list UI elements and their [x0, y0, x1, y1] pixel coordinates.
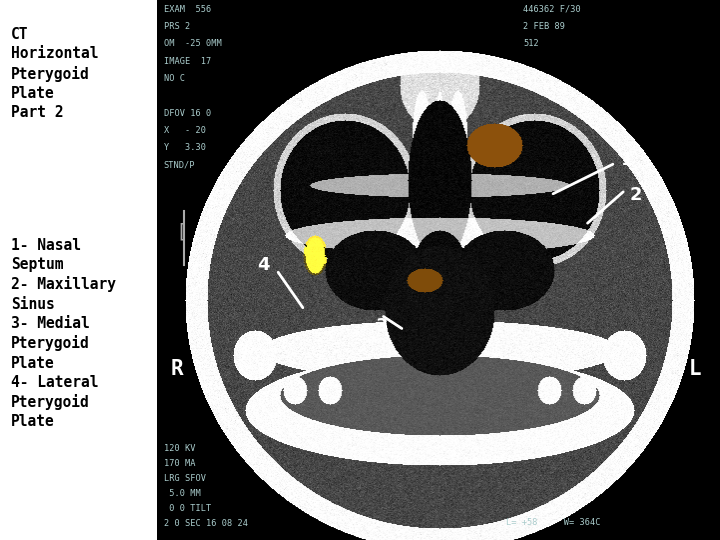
- Text: 5.0 MM: 5.0 MM: [163, 489, 200, 498]
- Text: [: [: [179, 222, 186, 241]
- Text: IMAGE  17: IMAGE 17: [163, 57, 211, 66]
- Text: L: L: [689, 359, 702, 379]
- Text: OM  -25 0MM: OM -25 0MM: [163, 39, 222, 49]
- Text: R: R: [171, 359, 184, 379]
- Text: NO C: NO C: [163, 74, 185, 83]
- Text: 170 MA: 170 MA: [163, 459, 195, 468]
- Text: 512: 512: [523, 39, 539, 49]
- Text: DFOV 16 0: DFOV 16 0: [163, 109, 211, 118]
- Text: 2 0 SEC 16 08 24: 2 0 SEC 16 08 24: [163, 519, 248, 529]
- Text: L= +58     W= 364C: L= +58 W= 364C: [506, 518, 600, 527]
- Text: 3: 3: [376, 317, 388, 335]
- Text: X   - 20: X - 20: [163, 126, 206, 135]
- Text: 1- Nasal
Septum
2- Maxillary
Sinus
3- Medial
Pterygoid
Plate
4- Lateral
Pterygoi: 1- Nasal Septum 2- Maxillary Sinus 3- Me…: [11, 238, 116, 429]
- Text: 446362 F/30: 446362 F/30: [523, 5, 581, 14]
- Text: LRG SFOV: LRG SFOV: [163, 474, 206, 483]
- Text: 2 FEB 89: 2 FEB 89: [523, 22, 565, 31]
- Text: CT
Horizontal
Pterygoid
Plate
Part 2: CT Horizontal Pterygoid Plate Part 2: [11, 27, 99, 120]
- Text: PRS 2: PRS 2: [163, 22, 190, 31]
- Text: EXAM  556: EXAM 556: [163, 5, 211, 14]
- Text: 4: 4: [257, 255, 269, 274]
- Text: 120 KV: 120 KV: [163, 444, 195, 453]
- Text: 0 0 TILT: 0 0 TILT: [163, 504, 211, 514]
- Text: 1: 1: [621, 151, 634, 170]
- Text: 2: 2: [630, 186, 642, 205]
- Text: STND/P: STND/P: [163, 160, 195, 170]
- Text: Y   3.30: Y 3.30: [163, 143, 206, 152]
